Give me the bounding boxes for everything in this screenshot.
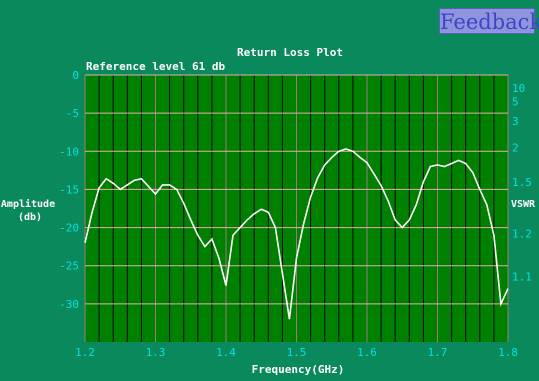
y-tick-label: -10	[59, 145, 79, 158]
vswr-tick-label: 1.1	[512, 270, 532, 283]
y-tick-label: -5	[66, 107, 79, 120]
vswr-tick-label: 5	[512, 96, 519, 109]
vswr-tick-label: 1.5	[512, 176, 532, 189]
x-tick-label: 1.3	[146, 346, 166, 359]
y-axis-label-line1: Amplitude	[1, 198, 55, 210]
x-tick-label: 1.8	[498, 346, 518, 359]
reference-level-label: Reference level 61 db	[86, 60, 225, 73]
tick-labels: 0 -5 -10 -15 -20 -25 -30 1.2 1.3 1.4 1.5 1.6 1.7 1.8 1…	[59, 69, 532, 359]
y-axis-label-line2: (db)	[18, 212, 42, 223]
vswr-axis-label: VSWR	[511, 199, 536, 210]
grid	[84, 74, 509, 342]
chart-title: Return Loss Plot	[237, 46, 343, 59]
vswr-tick-label: 10	[512, 82, 525, 95]
x-tick-label: 1.7	[428, 346, 448, 359]
vswr-tick-label: 1.2	[512, 228, 532, 241]
vswr-tick-label: 3	[512, 115, 519, 128]
y-tick-label: -30	[59, 298, 79, 311]
y-tick-label: 0	[72, 69, 79, 82]
y-tick-label: -25	[59, 260, 79, 273]
x-tick-label: 1.5	[287, 346, 307, 359]
y-tick-label: -20	[59, 222, 79, 235]
x-tick-label: 1.2	[75, 346, 95, 359]
return-loss-trace	[84, 148, 509, 320]
x-tick-label: 1.4	[216, 346, 236, 359]
x-tick-label: 1.6	[357, 346, 377, 359]
y-tick-label: -15	[59, 183, 79, 196]
x-axis-label: Frequency(GHz)	[252, 363, 345, 376]
vswr-tick-label: 2	[512, 141, 519, 154]
feedback-button[interactable]: Feedback	[439, 8, 539, 34]
